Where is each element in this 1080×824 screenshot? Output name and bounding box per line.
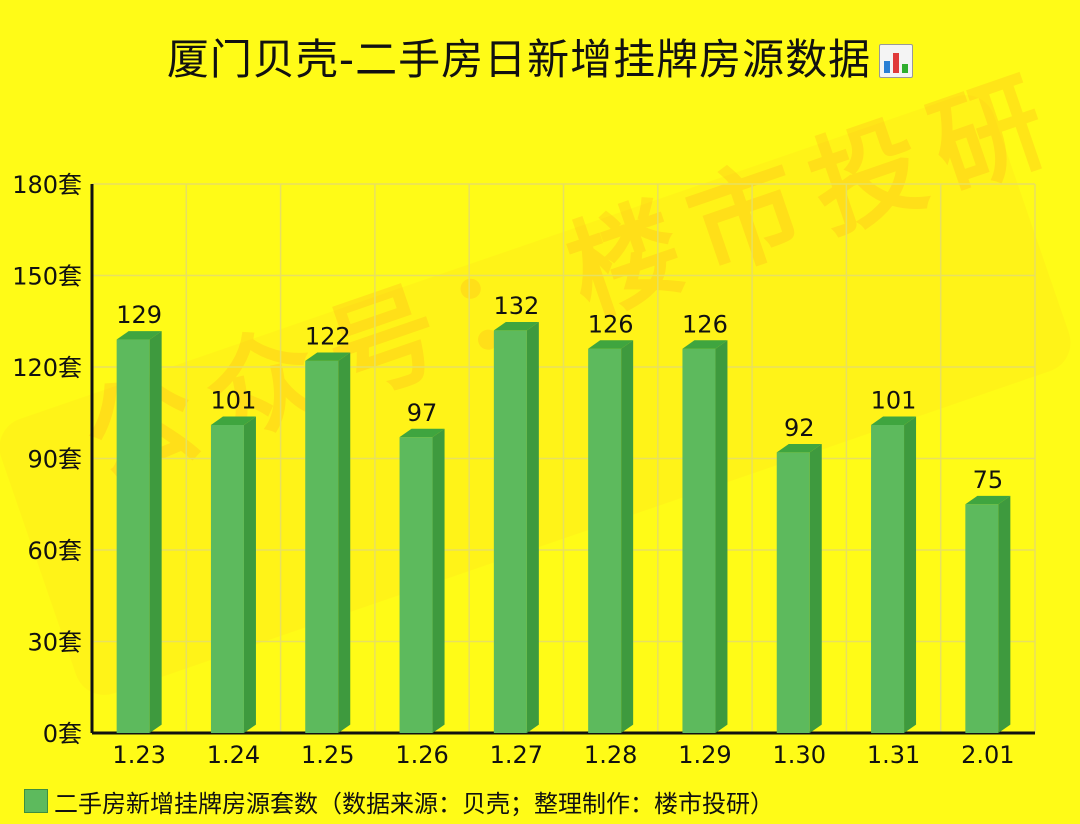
x-tick-label: 1.25	[301, 741, 354, 769]
data-label: 126	[682, 310, 728, 338]
data-label: 97	[407, 399, 438, 427]
bar-side	[621, 340, 634, 733]
bar-side	[904, 416, 917, 733]
y-tick-label: 120套	[12, 354, 82, 382]
x-tick-label: 1.30	[773, 741, 826, 769]
bar-chart-emoji-icon	[879, 44, 914, 78]
bar-side	[432, 428, 445, 733]
legend-label: 二手房新增挂牌房源套数（数据来源：贝壳；整理制作：楼市投研）	[54, 789, 774, 818]
x-tick-label: 1.31	[867, 741, 920, 769]
data-label: 132	[493, 292, 539, 320]
legend-swatch	[24, 789, 48, 813]
data-label: 129	[116, 301, 162, 329]
bar-side	[338, 352, 351, 733]
chart-title-text: 厦门贝壳-二手房日新增挂牌房源数据	[166, 35, 872, 84]
data-label: 122	[305, 323, 351, 351]
data-label: 75	[973, 466, 1004, 494]
y-tick-label: 30套	[27, 629, 82, 657]
chart-title: 厦门贝壳-二手房日新增挂牌房源数据	[0, 26, 1080, 87]
bar-top	[399, 428, 445, 438]
y-tick-label: 0套	[43, 720, 82, 748]
bar	[871, 424, 905, 733]
bar-top	[965, 495, 1011, 505]
x-tick-label: 2.01	[961, 741, 1014, 769]
x-tick-label: 1.26	[395, 741, 448, 769]
bar-side	[526, 322, 539, 733]
bar-side	[809, 444, 822, 733]
y-tick-label: 60套	[27, 537, 82, 565]
bar	[210, 424, 244, 733]
bar	[682, 348, 716, 733]
y-tick-label: 90套	[27, 446, 82, 474]
bar	[305, 360, 339, 733]
bar-top	[776, 444, 822, 453]
bar	[399, 437, 433, 733]
bar-top	[116, 331, 162, 340]
bar	[116, 339, 150, 733]
data-label: 92	[784, 414, 815, 442]
bar	[493, 330, 527, 733]
x-tick-label: 1.23	[112, 741, 165, 769]
bar-side	[243, 416, 256, 733]
x-tick-label: 1.29	[678, 741, 731, 769]
x-tick-label: 1.28	[584, 741, 637, 769]
bar-top	[682, 340, 728, 349]
bar-top	[588, 340, 634, 349]
legend: 二手房新增挂牌房源套数（数据来源：贝壳；整理制作：楼市投研）	[24, 786, 774, 818]
x-tick-label: 1.24	[207, 741, 260, 769]
data-label: 126	[588, 310, 634, 338]
bar-top	[871, 416, 917, 425]
bar-side	[998, 495, 1011, 733]
bar	[776, 452, 810, 733]
bar	[588, 348, 622, 733]
data-label: 101	[211, 387, 257, 415]
data-label: 101	[871, 387, 917, 415]
bar-top	[493, 322, 539, 331]
x-tick-label: 1.27	[490, 741, 543, 769]
y-tick-label: 180套	[12, 171, 82, 199]
bar-top	[210, 416, 256, 425]
bar-side	[715, 340, 728, 733]
bar	[965, 504, 999, 733]
bar-top	[305, 352, 351, 361]
bar-side	[149, 331, 162, 733]
y-tick-label: 150套	[12, 263, 82, 291]
